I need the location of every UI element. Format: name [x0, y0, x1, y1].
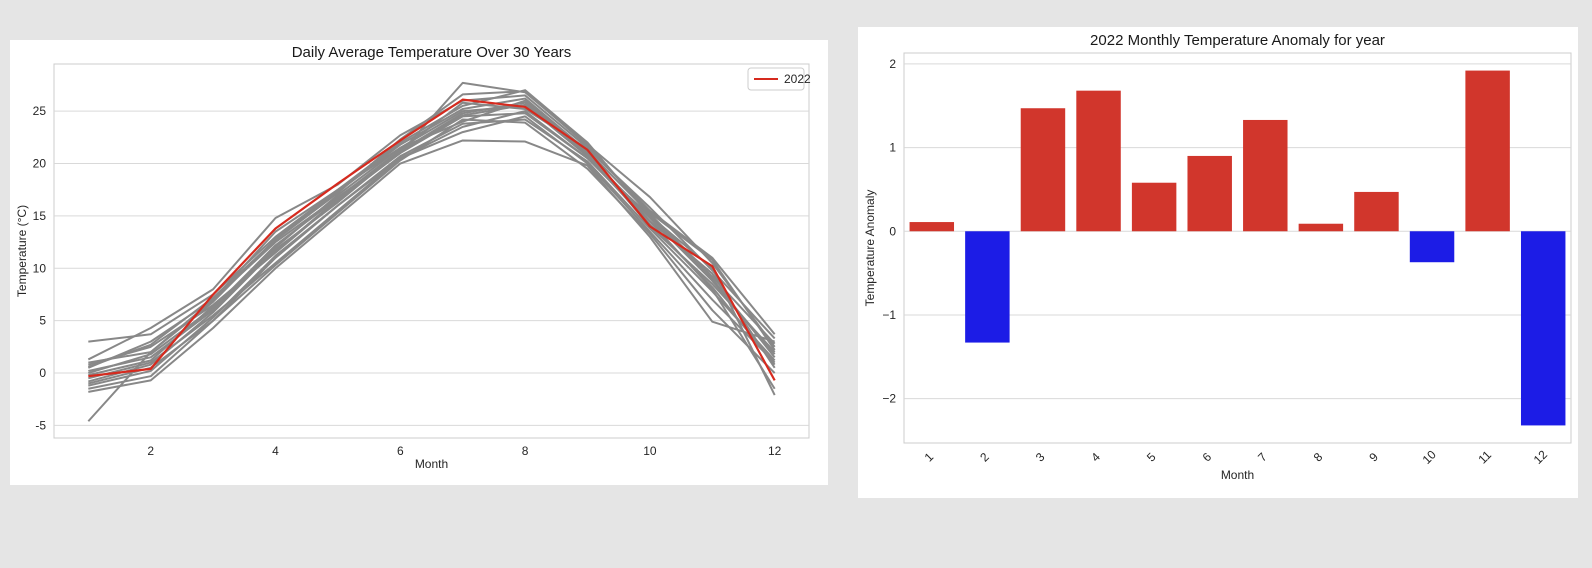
y-axis-label: Temperature (°C)	[15, 205, 29, 297]
history-series-line	[88, 139, 775, 393]
x-tick-label: 2	[977, 450, 992, 465]
y-tick-label: 0	[889, 224, 896, 238]
bar-month-7	[1243, 119, 1288, 232]
bar-month-6	[1187, 155, 1232, 232]
bar-month-5	[1131, 182, 1177, 232]
x-tick-label: 8	[1311, 450, 1326, 465]
x-tick-label: 1	[922, 450, 937, 465]
history-series-line	[88, 103, 776, 377]
history-series-line	[88, 118, 776, 387]
x-tick-label: 6	[397, 444, 404, 458]
x-tick-label: 6	[1200, 450, 1215, 465]
line-chart-panel: -5 0 5 10 15 20 25 2 4 6 8 10 12 Daily Average Temper…	[10, 40, 828, 485]
bar-month-2	[965, 231, 1010, 343]
chart-title: 2022 Monthly Temperature Anomaly for yea…	[1090, 32, 1385, 49]
bar-month-4	[1076, 90, 1121, 232]
y-tick-label: 0	[39, 366, 46, 380]
x-tick-label: 5	[1144, 450, 1159, 465]
bar-month-3	[1020, 108, 1066, 232]
x-axis-label: Month	[1221, 468, 1254, 482]
x-tick-label: 12	[768, 444, 782, 458]
x-tick-label: 4	[272, 444, 279, 458]
series-2022-line	[88, 98, 776, 381]
bar-month-11	[1465, 70, 1510, 232]
line-chart: -5 0 5 10 15 20 25 2 4 6 8 10 12 Daily Average Temper…	[15, 44, 811, 471]
y-tick-label: 1	[889, 141, 896, 155]
y-tick-label: −2	[882, 392, 896, 406]
bar-month-8	[1298, 223, 1344, 232]
chart-title: Daily Average Temperature Over 30 Years	[292, 44, 572, 61]
y-tick-label: 10	[33, 261, 47, 275]
history-series-line	[88, 101, 776, 383]
legend-label: 2022	[784, 72, 811, 86]
y-tick-label: −1	[882, 308, 896, 322]
y-tick-label: 15	[33, 209, 47, 223]
y-tick-label: 2	[889, 57, 896, 71]
x-tick-label: 10	[643, 444, 657, 458]
x-tick-label: 8	[522, 444, 529, 458]
bar-month-9	[1354, 191, 1399, 232]
y-tick-label: 5	[39, 314, 46, 328]
y-axis-label: Temperature Anomaly	[863, 190, 877, 307]
x-axis-label: Month	[415, 457, 448, 471]
x-tick-label: 11	[1475, 448, 1494, 467]
y-tick-label: -5	[35, 418, 46, 432]
x-tick-label: 4	[1088, 450, 1103, 465]
x-tick-label: 12	[1531, 447, 1551, 467]
bar-chart-panel: 2 1 0 −1 −2 1 2 3 4 5 6 7 8 9 10 11 12 2022 Monthly Tempe…	[858, 27, 1578, 498]
bar-month-1	[909, 222, 955, 232]
y-tick-label: 25	[33, 104, 47, 118]
history-series-line	[88, 115, 776, 385]
y-tick-label: 20	[33, 157, 47, 171]
x-tick-label: 2	[147, 444, 154, 458]
plot-area	[903, 52, 1572, 444]
x-tick-label: 9	[1366, 450, 1381, 465]
bar-month-10	[1409, 231, 1455, 263]
x-tick-label: 10	[1420, 447, 1440, 467]
legend: 2022	[747, 67, 811, 91]
x-tick-label: 7	[1255, 450, 1270, 465]
x-tick-label: 3	[1033, 450, 1048, 465]
bar-month-12	[1520, 231, 1566, 426]
